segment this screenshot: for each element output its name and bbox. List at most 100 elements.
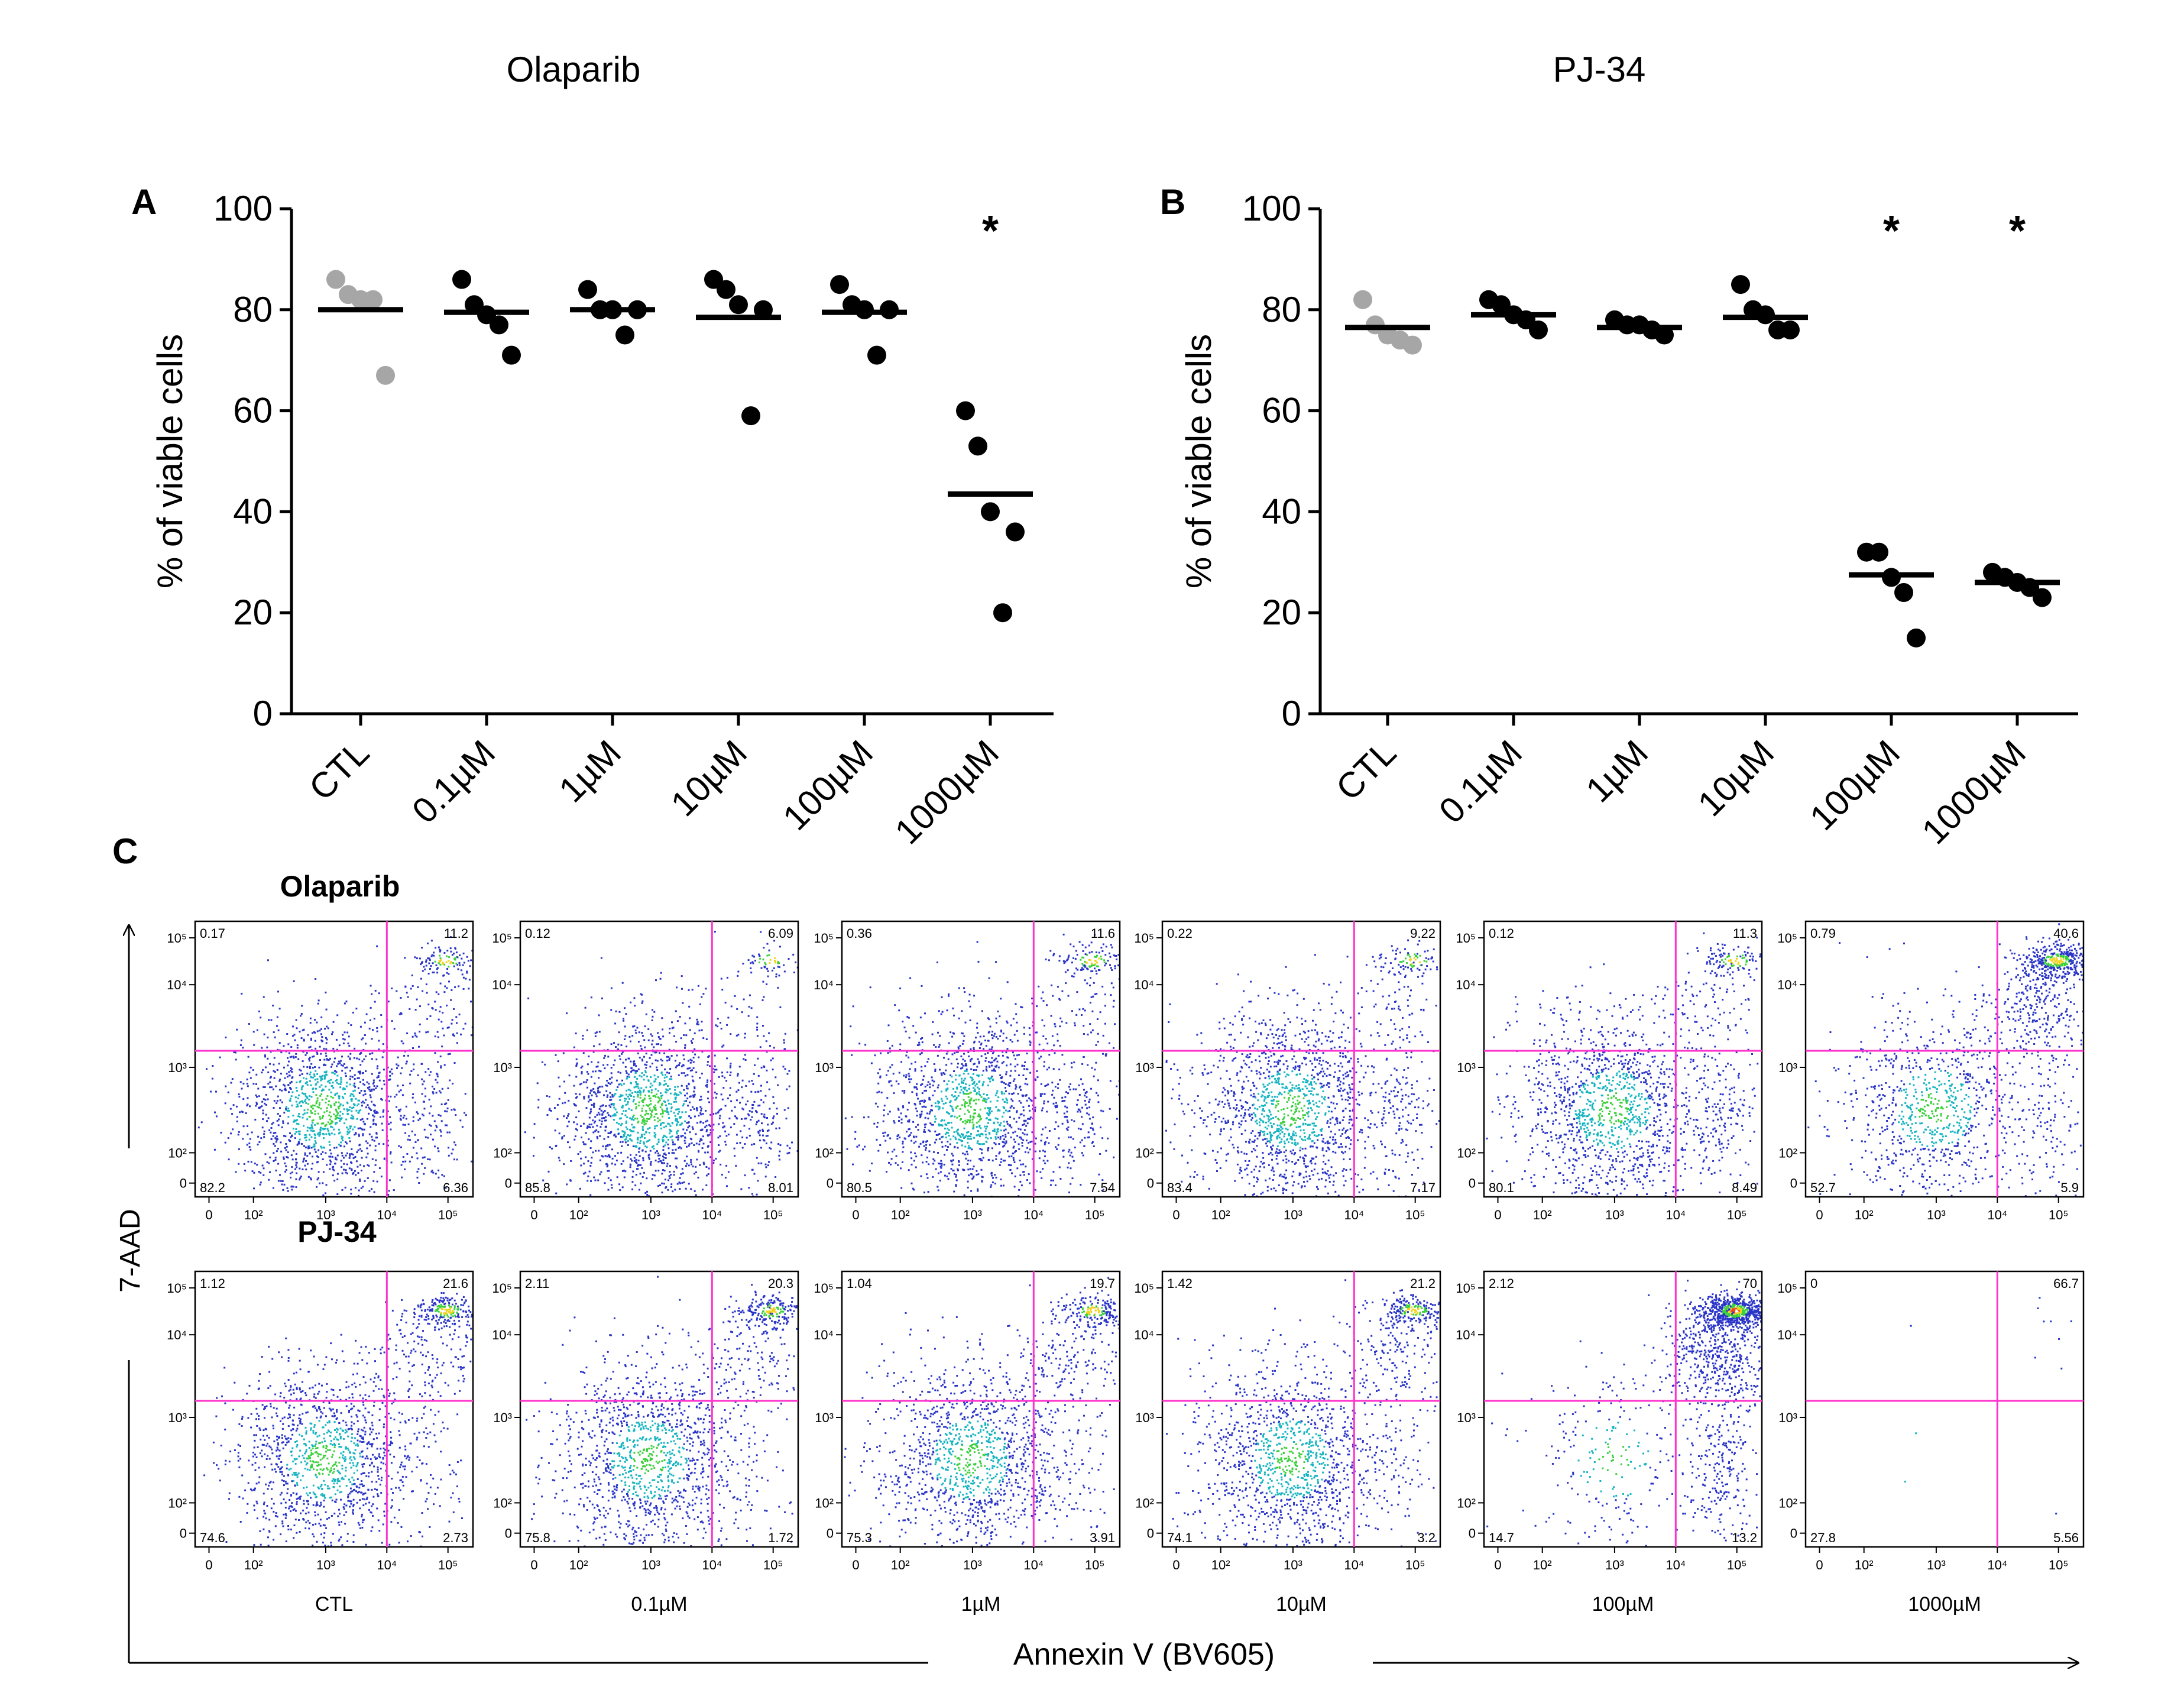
flow-event: [358, 1099, 360, 1102]
flow-event: [422, 1113, 424, 1116]
flow-event: [963, 1082, 964, 1084]
flow-event: [462, 976, 465, 979]
flow-event: [358, 1194, 360, 1197]
flow-event: [908, 1119, 910, 1121]
flow-event: [694, 1032, 696, 1034]
flow-event: [249, 1066, 252, 1069]
flow-event: [1067, 1092, 1069, 1095]
flow-event: [559, 1159, 560, 1161]
flow-event: [357, 1104, 358, 1106]
flow-event: [989, 1108, 991, 1111]
flow-event: [1075, 950, 1077, 952]
flow-event: [670, 1130, 673, 1132]
flow-event: [606, 1166, 608, 1168]
flow-event: [575, 1063, 578, 1066]
flow-event: [350, 1189, 352, 1191]
flow-event: [300, 1088, 303, 1090]
flow-event: [768, 1032, 770, 1034]
flow-event: [280, 1180, 282, 1182]
flow-event: [590, 1140, 592, 1142]
flow-event: [1023, 1068, 1025, 1070]
flow-event: [694, 1115, 696, 1118]
flow-event: [426, 992, 428, 994]
flow-event: [291, 1135, 293, 1137]
flow-event: [908, 1169, 910, 1171]
flow-event: [997, 1054, 1000, 1057]
flow-event: [952, 1169, 955, 1171]
flow-event: [948, 1122, 950, 1124]
flow-event: [775, 1076, 777, 1079]
flow-event: [960, 1089, 963, 1091]
flow-event: [338, 1098, 341, 1100]
flow-event: [677, 1121, 679, 1124]
flow-event: [344, 1186, 346, 1189]
flow-event: [284, 1147, 286, 1149]
flow-event: [247, 1133, 249, 1135]
flow-event: [686, 1155, 688, 1158]
flow-event: [639, 1092, 641, 1094]
flow-event: [984, 1125, 986, 1128]
flow-event: [1028, 1142, 1029, 1144]
flow-event: [304, 1146, 307, 1148]
flow-event: [637, 1131, 639, 1134]
flow-event: [294, 1056, 297, 1058]
flow-event: [598, 1070, 600, 1072]
flow-event: [324, 1076, 326, 1078]
flow-event: [687, 1126, 689, 1129]
flow-event: [662, 1028, 664, 1031]
flow-event: [581, 1071, 583, 1073]
flow-event: [692, 1080, 695, 1083]
flow-event: [380, 1098, 383, 1100]
flow-event: [684, 1074, 686, 1077]
flow-event: [759, 1129, 761, 1132]
flow-event: [631, 1160, 633, 1162]
flow-event: [364, 1093, 367, 1095]
flow-event: [937, 1031, 939, 1034]
flow-event: [993, 1032, 996, 1035]
flow-event: [625, 1070, 627, 1072]
flow-event: [650, 1114, 653, 1116]
flow-event: [935, 1105, 937, 1108]
y-tick-label: 40: [1262, 491, 1301, 531]
flow-event: [946, 1009, 948, 1012]
flow-event: [381, 1056, 384, 1058]
flow-event: [290, 1176, 291, 1179]
flow-event: [252, 1069, 254, 1071]
flow-event: [344, 1088, 346, 1090]
flow-event: [1096, 962, 1099, 964]
flow-event: [639, 1173, 641, 1175]
flow-event: [915, 1086, 918, 1089]
flow-event: [329, 1149, 332, 1151]
flow-event: [747, 1100, 748, 1102]
flow-event: [359, 1064, 362, 1066]
flow-event: [595, 1129, 598, 1131]
flow-event: [251, 1131, 253, 1134]
flow-event: [951, 1153, 953, 1155]
flow-event: [336, 1193, 339, 1195]
flow-event: [303, 1125, 304, 1127]
flow-event: [400, 1040, 403, 1043]
flow-event: [691, 1040, 692, 1043]
flow-event: [973, 1082, 975, 1085]
flow-event: [1052, 1089, 1054, 1092]
flow-event: [662, 1140, 664, 1142]
flow-event: [705, 1038, 708, 1040]
flow-event: [320, 1039, 323, 1041]
flow-events: [524, 931, 799, 1197]
flow-event: [583, 1143, 585, 1145]
flow-event: [677, 1129, 679, 1132]
flow-event: [617, 1133, 620, 1135]
flow-event: [955, 1079, 957, 1081]
flow-event: [641, 1119, 644, 1121]
flow-event: [284, 1077, 286, 1079]
flow-event: [919, 1053, 922, 1056]
flow-event: [691, 1075, 694, 1077]
flow-event: [1011, 1093, 1013, 1095]
flow-event: [362, 1134, 364, 1137]
flow-event: [766, 1081, 769, 1083]
flow-event: [1071, 1119, 1073, 1121]
flow-event: [372, 1122, 375, 1125]
flow-event: [372, 1180, 375, 1182]
flow-event: [363, 1058, 365, 1060]
flow-event: [589, 1108, 592, 1111]
